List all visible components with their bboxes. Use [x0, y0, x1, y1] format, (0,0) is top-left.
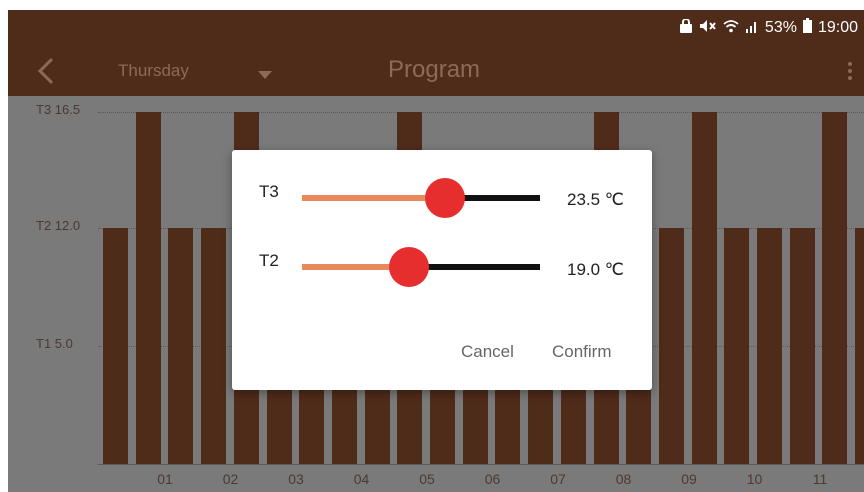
t3-label: T3 [259, 182, 279, 201]
gridline [98, 112, 864, 113]
t3-slider-track [444, 195, 540, 201]
bar [201, 228, 227, 464]
x-tick-label: 10 [746, 471, 763, 487]
y-tick-label: T2 12.0 [36, 218, 81, 233]
back-button[interactable] [32, 55, 62, 87]
cancel-button[interactable]: Cancel [461, 342, 514, 361]
x-tick-label: 11 [812, 471, 828, 487]
status-icons: 53% 19:00 [679, 17, 858, 38]
bar [135, 112, 161, 464]
bar [789, 228, 815, 464]
t2-slider-track [409, 264, 540, 270]
bar [658, 228, 684, 464]
phone-screen: 53% 19:00 Thursday Program T3 16.5 T2 12.… [8, 10, 864, 492]
chevron-left-icon [37, 57, 54, 85]
bar [691, 112, 717, 464]
x-tick-label: 06 [484, 471, 501, 487]
bar [855, 228, 864, 464]
bar [757, 228, 782, 464]
caret-down-icon [258, 66, 272, 84]
signal-icon [745, 19, 759, 38]
wifi-icon [723, 19, 739, 38]
bar [822, 112, 848, 464]
status-time: 19:00 [817, 19, 858, 36]
x-tick-label: 08 [615, 471, 632, 487]
x-tick-label: 03 [288, 471, 304, 487]
x-axis-line [98, 464, 864, 465]
x-tick-label: 01 [157, 471, 173, 487]
y-tick-label: T3 16.5 [36, 102, 81, 117]
t2-slider[interactable] [302, 247, 540, 287]
confirm-button[interactable]: Confirm [552, 342, 612, 361]
mute-icon [699, 19, 717, 38]
bar [724, 228, 750, 464]
t3-value: 23.5 ℃ [567, 190, 624, 209]
t2-label: T2 [259, 251, 279, 270]
t3-slider[interactable] [302, 178, 540, 218]
day-label: Thursday [118, 61, 189, 80]
x-tick-label: 07 [550, 471, 566, 487]
overflow-menu-button[interactable] [842, 54, 858, 88]
x-tick-label: 02 [222, 471, 239, 487]
day-selector[interactable]: Thursday [118, 56, 288, 86]
page-title: Program [388, 56, 481, 83]
x-tick-label: 05 [419, 471, 435, 487]
t3-slider-fill [302, 195, 445, 201]
temperature-dialog: T3 23.5 ℃ T2 19.0 ℃ Cancel Confirm [232, 150, 652, 390]
lock-icon [679, 17, 693, 38]
x-tick-label: 09 [681, 471, 697, 487]
t3-slider-thumb[interactable] [424, 178, 465, 218]
y-tick-label: T1 5.0 [36, 336, 73, 351]
status-bar: 53% 19:00 [8, 10, 864, 46]
x-tick-label: 04 [353, 471, 370, 487]
dialog-overlay: T3 23.5 ℃ T2 19.0 ℃ Cancel Confirm [8, 10, 864, 492]
battery-percent: 53% [764, 19, 797, 36]
bar [168, 228, 194, 464]
app-bar: Thursday Program [8, 46, 864, 96]
t2-slider-fill [302, 264, 410, 270]
t2-slider-thumb[interactable] [389, 247, 430, 287]
bar [103, 228, 128, 464]
t2-value: 19.0 ℃ [567, 260, 624, 279]
battery-icon [802, 18, 812, 38]
